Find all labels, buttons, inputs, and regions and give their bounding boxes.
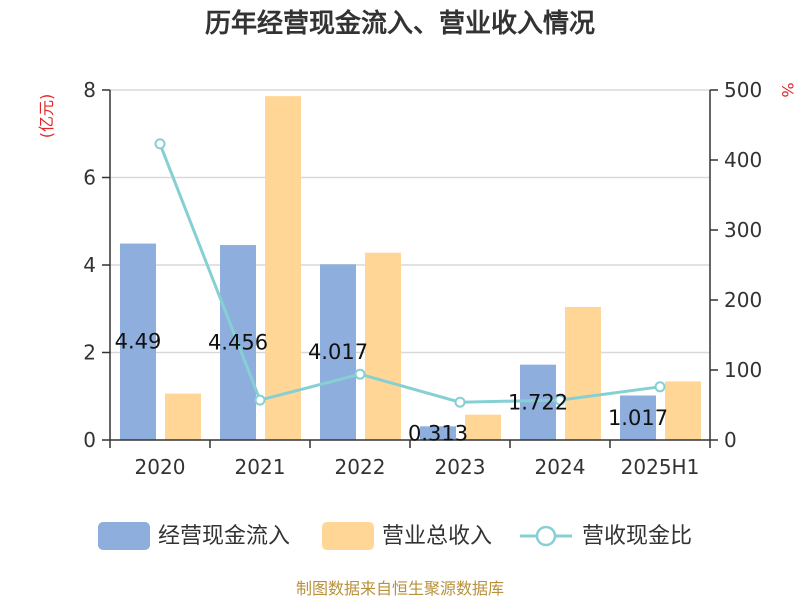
y-left-tick-label: 4	[83, 253, 96, 277]
y-left-unit: (亿元)	[37, 94, 56, 139]
x-tick-label: 2023	[435, 455, 486, 479]
data-label-cash-2021: 4.456	[208, 331, 268, 355]
y-left-tick-label: 0	[83, 428, 96, 452]
ratio-point-2022	[354, 368, 366, 380]
y-right-tick-label: 200	[724, 288, 762, 312]
y-right-tick-label: 0	[724, 428, 737, 452]
data-label-cash-2023: 0.313	[408, 422, 468, 446]
chart-title: 历年经营现金流入、营业收入情况	[205, 8, 595, 39]
ratio-point-2025H1	[654, 381, 666, 393]
legend: 经营现金流入 营业总收入 营收现金比	[98, 522, 692, 550]
x-tick-label: 2025H1	[621, 455, 700, 479]
x-tick-label: 2021	[235, 455, 286, 479]
ratio-line-path	[158, 143, 661, 404]
ratio-point-2023	[454, 396, 466, 408]
legend-item-cash[interactable]: 经营现金流入	[98, 522, 290, 550]
bar-revenue-2020	[165, 393, 201, 440]
data-label-cash-2024: 1.722	[508, 391, 568, 415]
bar-cash-2023	[420, 426, 456, 440]
y-left-tick-label: 6	[83, 166, 96, 190]
ratio-point-2021	[254, 394, 266, 406]
axes: 0 2 4 6 8 0 100 200 300 400 500 2020 2021 2022 2023 202…	[83, 78, 762, 479]
bar-cash-2024	[520, 364, 556, 440]
bar-revenue-2025H1	[665, 381, 701, 440]
data-labels: 4.49 4.456 4.017 0.313 1.722 1.017	[115, 330, 668, 446]
source-note: 制图数据来自恒生聚源数据库	[296, 579, 504, 598]
y-right-tick-label: 400	[724, 148, 762, 172]
y-left-tick-label: 2	[83, 341, 96, 365]
y-right-tick-label: 500	[724, 78, 762, 102]
legend-swatch-cash	[98, 522, 150, 550]
legend-swatch-revenue	[322, 522, 374, 550]
legend-label-cash: 经营现金流入	[158, 524, 290, 549]
legend-item-revenue[interactable]: 营业总收入	[322, 522, 492, 550]
bar-cash-2020	[120, 243, 156, 440]
x-tick-label: 2020	[135, 455, 186, 479]
x-tick-label: 2022	[335, 455, 386, 479]
bar-revenue-2023	[465, 414, 501, 440]
x-tick-label: 2024	[535, 455, 586, 479]
bar-revenue-2022	[365, 252, 401, 440]
legend-label-revenue: 营业总收入	[382, 524, 492, 549]
y-right-tick-label: 300	[724, 218, 762, 242]
ratio-point-2024	[554, 394, 566, 406]
bar-cash-2022	[320, 264, 356, 440]
y-left-tick-label: 8	[83, 78, 96, 102]
legend-item-ratio[interactable]: 营收现金比	[520, 524, 692, 549]
data-label-cash-2022: 4.017	[308, 340, 368, 364]
bar-revenue-2024	[565, 307, 601, 440]
gridlines	[110, 89, 710, 354]
y-right-tick-label: 100	[724, 358, 762, 382]
y-right-unit: %	[778, 82, 797, 97]
bars	[120, 96, 701, 440]
data-label-cash-2020: 4.49	[115, 330, 162, 354]
ratio-point-2020	[154, 138, 166, 150]
bar-cash-2025H1	[620, 395, 656, 440]
data-label-cash-2025H1: 1.017	[608, 406, 668, 430]
legend-label-ratio: 营收现金比	[582, 524, 692, 549]
legend-marker-ratio	[535, 525, 557, 547]
bar-revenue-2021	[265, 96, 301, 440]
ratio-line	[154, 138, 666, 408]
